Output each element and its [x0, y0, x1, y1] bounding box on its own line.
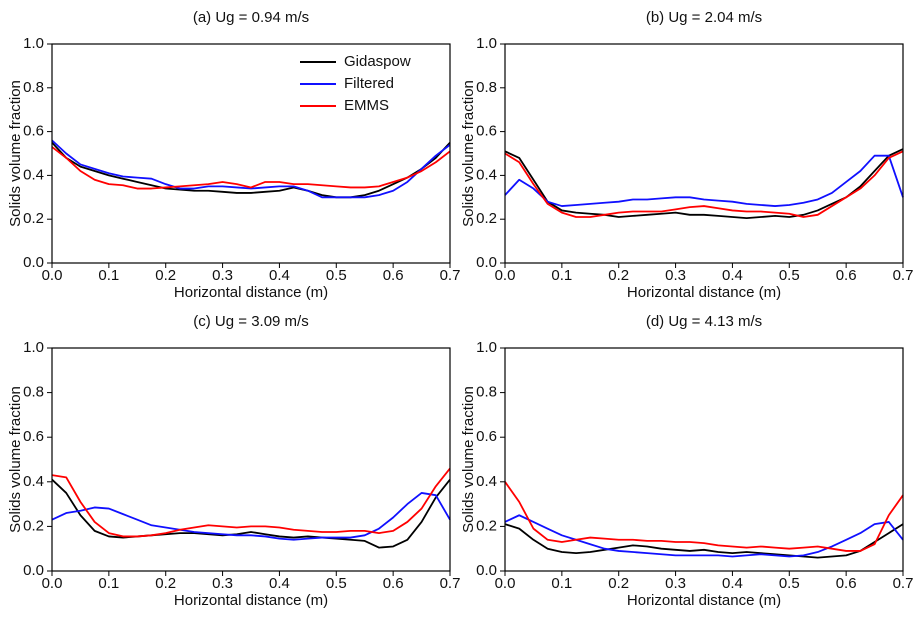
data-line: [504, 154, 904, 207]
x-tick-label: 0.1: [98, 575, 119, 592]
y-axis-label: Solids volume fraction: [7, 386, 24, 533]
y-tick-label: 0.4: [476, 166, 497, 183]
data-line: [504, 481, 904, 552]
x-tick-label: 0.1: [98, 267, 119, 284]
x-tick-label: 0.1: [551, 267, 572, 284]
x-tick-label: 0.4: [269, 575, 290, 592]
x-tick-label: 0.5: [779, 267, 800, 284]
x-tick-label: 0.4: [269, 267, 290, 284]
x-axis-label: Horizontal distance (m): [174, 284, 328, 301]
x-tick-label: 0.2: [155, 575, 176, 592]
x-tick-label: 0.5: [326, 267, 347, 284]
x-tick-label: 0.6: [383, 575, 404, 592]
x-tick-label: 0.7: [440, 267, 461, 284]
data-line: [504, 150, 904, 218]
x-tick-label: 0.1: [551, 575, 572, 592]
x-tick-label: 0.4: [722, 267, 743, 284]
x-tick-label: 0.6: [836, 575, 857, 592]
x-tick-label: 0.2: [608, 575, 629, 592]
x-tick-label: 0.0: [42, 267, 63, 284]
data-line: [51, 478, 451, 549]
y-tick-label: 0.8: [23, 384, 44, 401]
y-tick-label: 0.4: [476, 473, 497, 490]
y-tick-label: 1.0: [476, 35, 497, 52]
legend-label: EMMS: [344, 97, 389, 114]
x-tick-label: 0.3: [665, 267, 686, 284]
plot-frame: [504, 347, 904, 572]
x-tick-label: 0.3: [212, 575, 233, 592]
y-tick-label: 0.0: [476, 254, 497, 271]
x-axis-label: Horizontal distance (m): [627, 284, 781, 301]
x-tick-label: 0.2: [608, 267, 629, 284]
x-tick-label: 0.3: [212, 267, 233, 284]
y-tick-label: 0.2: [476, 210, 497, 227]
y-axis-label: Solids volume fraction: [460, 80, 477, 227]
x-tick-label: 0.5: [779, 575, 800, 592]
y-tick-label: 0.0: [23, 254, 44, 271]
data-line: [504, 523, 904, 559]
x-axis-label: Horizontal distance (m): [627, 592, 781, 609]
y-tick-label: 1.0: [476, 339, 497, 356]
legend-label: Filtered: [344, 75, 394, 92]
data-line: [51, 141, 451, 199]
x-tick-label: 0.2: [155, 267, 176, 284]
x-tick-label: 0.6: [383, 267, 404, 284]
x-tick-label: 0.3: [665, 575, 686, 592]
data-line: [504, 514, 904, 558]
data-line: [51, 139, 451, 199]
x-tick-label: 0.5: [326, 575, 347, 592]
data-line: [51, 146, 451, 190]
plot-frame: [51, 43, 451, 264]
x-tick-label: 0.0: [495, 267, 516, 284]
x-axis-label: Horizontal distance (m): [174, 592, 328, 609]
panel-title: (a) Ug = 0.94 m/s: [193, 9, 309, 26]
data-line: [504, 148, 904, 220]
y-tick-label: 0.6: [476, 123, 497, 140]
plot-frame: [51, 347, 451, 572]
y-tick-label: 0.4: [23, 473, 44, 490]
y-tick-label: 1.0: [23, 35, 44, 52]
y-tick-label: 0.8: [476, 79, 497, 96]
x-tick-label: 0.7: [893, 575, 914, 592]
y-tick-label: 0.0: [476, 562, 497, 579]
data-line: [51, 467, 451, 538]
y-axis-label: Solids volume fraction: [460, 386, 477, 533]
x-tick-label: 0.4: [722, 575, 743, 592]
x-tick-label: 0.6: [836, 267, 857, 284]
y-tick-label: 0.0: [23, 562, 44, 579]
y-tick-label: 0.8: [476, 384, 497, 401]
y-tick-label: 0.6: [23, 123, 44, 140]
panel-title: (d) Ug = 4.13 m/s: [646, 313, 762, 330]
x-tick-label: 0.0: [495, 575, 516, 592]
panel-title: (b) Ug = 2.04 m/s: [646, 9, 762, 26]
x-tick-label: 0.0: [42, 575, 63, 592]
legend-label: Gidaspow: [344, 53, 411, 70]
y-tick-label: 0.2: [476, 517, 497, 534]
plot-frame: [504, 43, 904, 264]
y-tick-label: 0.8: [23, 79, 44, 96]
y-tick-label: 0.2: [23, 517, 44, 534]
y-tick-label: 1.0: [23, 339, 44, 356]
data-line: [51, 492, 451, 541]
y-tick-label: 0.6: [23, 428, 44, 445]
y-tick-label: 0.6: [476, 428, 497, 445]
x-tick-label: 0.7: [893, 267, 914, 284]
y-axis-label: Solids volume fraction: [7, 80, 24, 227]
panel-title: (c) Ug = 3.09 m/s: [193, 313, 308, 330]
y-tick-label: 0.2: [23, 210, 44, 227]
x-tick-label: 0.7: [440, 575, 461, 592]
y-tick-label: 0.4: [23, 166, 44, 183]
